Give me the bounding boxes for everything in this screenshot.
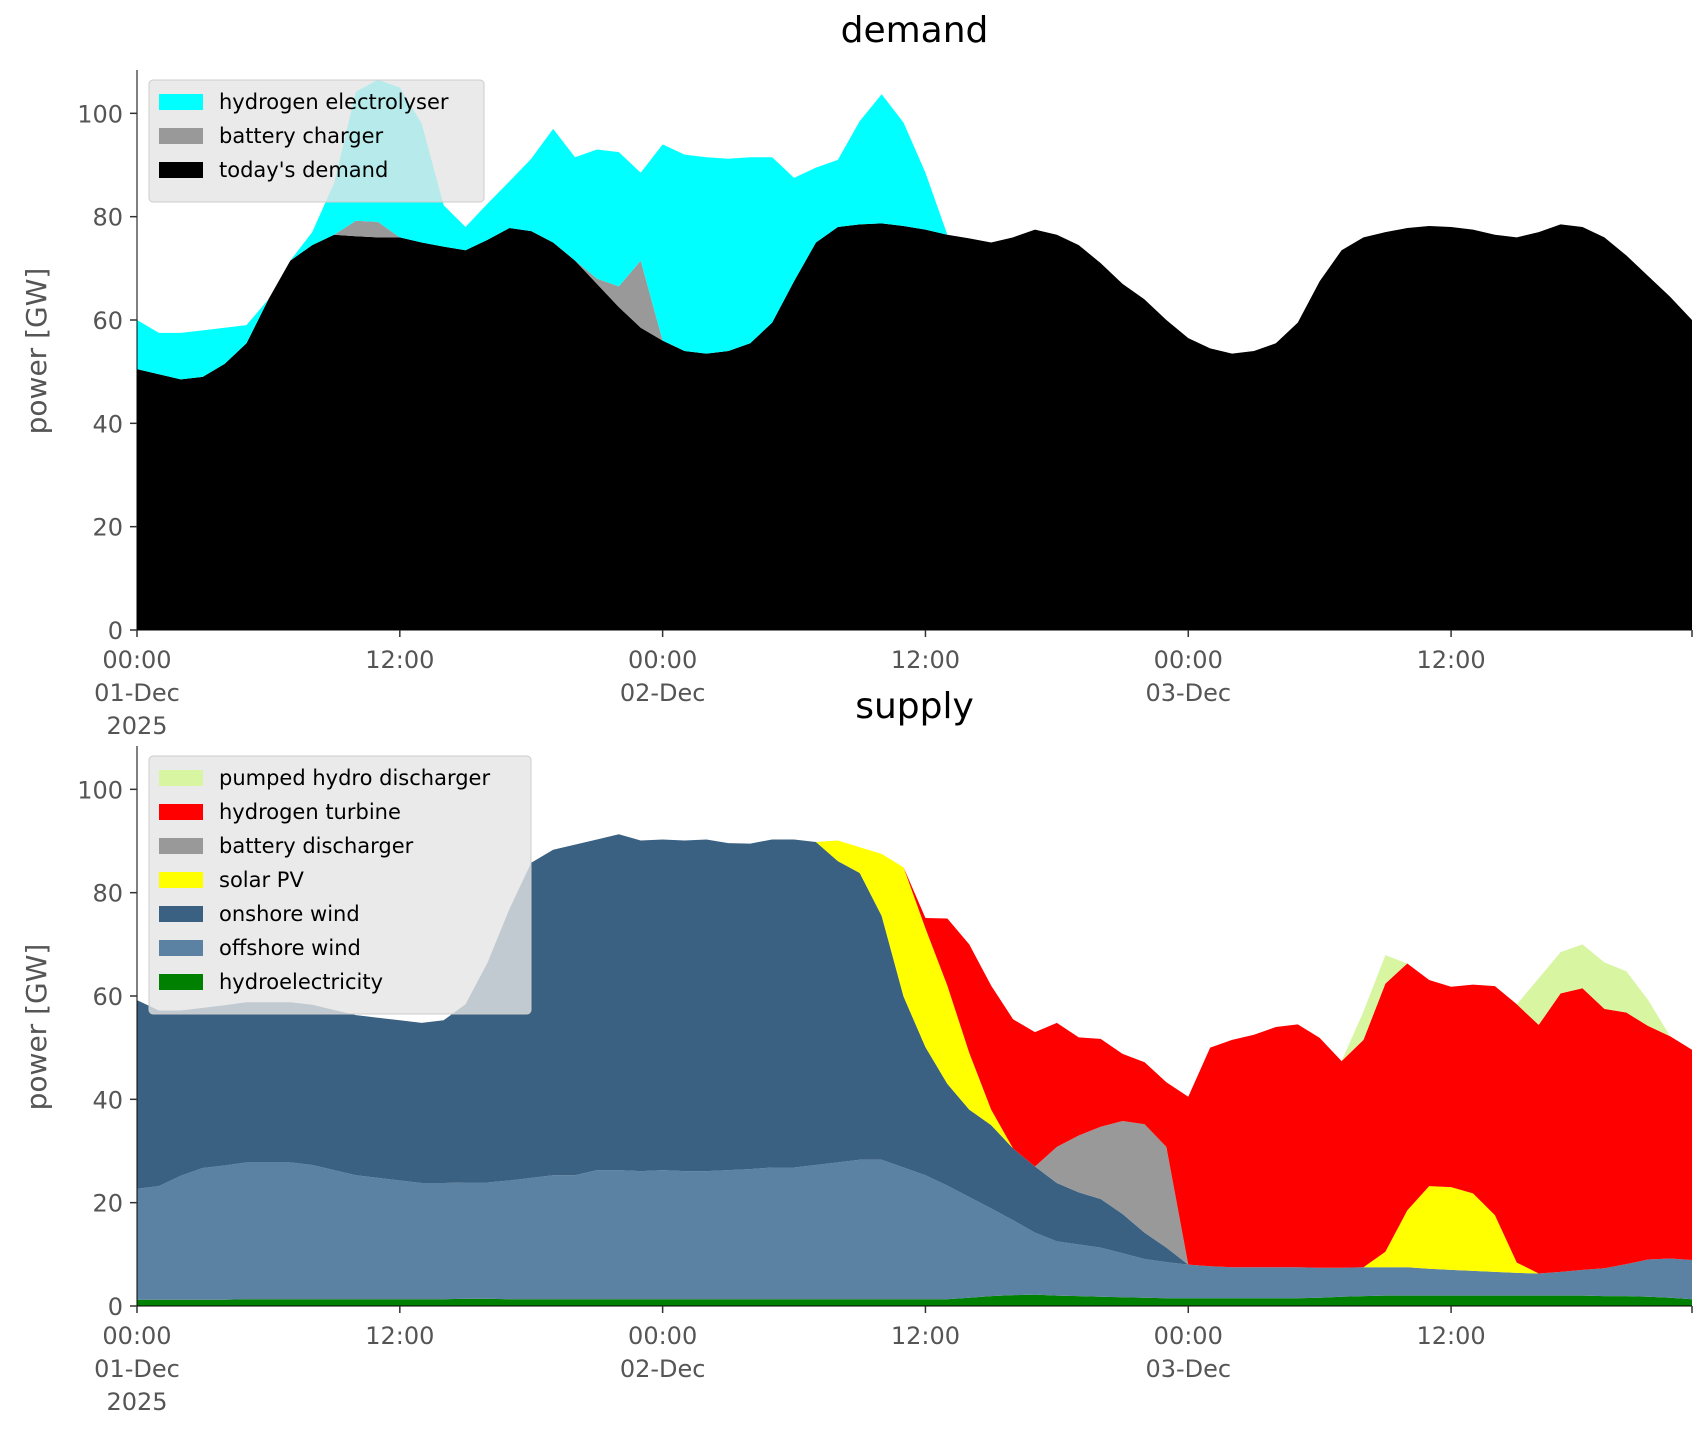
demand-y-label: power [GW] <box>20 268 53 435</box>
x-tick-label: 12:00 <box>1416 646 1485 674</box>
y-tick-label: 60 <box>92 983 123 1011</box>
legend-swatch <box>159 94 203 110</box>
supply-title: supply <box>855 686 974 727</box>
legend-swatch <box>159 128 203 144</box>
area-hydroelectricity <box>137 1294 1692 1306</box>
legend-label: today's demand <box>219 158 388 182</box>
supply-y-label: power [GW] <box>20 944 53 1111</box>
y-tick-label: 80 <box>92 880 123 908</box>
x-tick-label: 12:00 <box>365 1322 434 1350</box>
legend-label: battery discharger <box>219 834 414 858</box>
legend-swatch <box>159 804 203 820</box>
legend-label: pumped hydro discharger <box>219 766 490 790</box>
legend-swatch <box>159 906 203 922</box>
demand-panel: demand 0 20 40 60 80 100 power [GW] 00:00 01-Dec 2… <box>20 10 1693 740</box>
x-tick-label: 00:00 <box>102 1322 171 1350</box>
x-tick-label: 01-Dec <box>94 1355 180 1383</box>
legend-label: hydroelectricity <box>219 970 383 994</box>
y-tick-label: 0 <box>108 617 123 645</box>
legend-swatch <box>159 838 203 854</box>
area-hydrogen-turbine <box>137 834 1692 1274</box>
legend-swatch <box>159 940 203 956</box>
y-tick-label: 0 <box>108 1293 123 1321</box>
supply-panel: supply 0 20 40 60 80 100 power [GW] 00:00 01-Dec 2… <box>20 686 1693 1416</box>
y-tick-label: 60 <box>92 307 123 335</box>
x-tick-label: 00:00 <box>628 1322 697 1350</box>
x-tick-label: 02-Dec <box>620 679 706 707</box>
area-offshore-wind <box>137 1159 1692 1300</box>
x-tick-label: 00:00 <box>1154 1322 1223 1350</box>
y-tick-label: 40 <box>92 410 123 438</box>
x-tick-label: 02-Dec <box>620 1355 706 1383</box>
legend-label: hydrogen turbine <box>219 800 401 824</box>
y-tick-label: 80 <box>92 204 123 232</box>
y-tick-label: 20 <box>92 1190 123 1218</box>
legend-swatch <box>159 162 203 178</box>
demand-legend <box>148 79 485 203</box>
y-tick-label: 100 <box>77 776 123 804</box>
legend-label: solar PV <box>219 868 304 892</box>
x-tick-label: 00:00 <box>628 646 697 674</box>
area-solar-PV <box>137 834 1692 1274</box>
x-tick-label: 12:00 <box>365 646 434 674</box>
y-tick-label: 100 <box>77 100 123 128</box>
legend-label: hydrogen electrolyser <box>219 90 449 114</box>
x-tick-label: 03-Dec <box>1145 679 1231 707</box>
x-tick-label: 00:00 <box>1154 646 1223 674</box>
y-tick-label: 20 <box>92 514 123 542</box>
demand-title: demand <box>841 10 989 51</box>
x-tick-label: 00:00 <box>102 646 171 674</box>
x-tick-label: 12:00 <box>1416 1322 1485 1350</box>
supply-legend <box>148 755 532 1015</box>
area-today-s-demand <box>137 223 1692 630</box>
area-hydrogen-electrolyser <box>137 79 1692 380</box>
legend-label: battery charger <box>219 124 384 148</box>
x-tick-label: 12:00 <box>891 1322 960 1350</box>
x-tick-label: 2025 <box>106 712 167 740</box>
legend-label: offshore wind <box>219 936 361 960</box>
x-tick-label: 12:00 <box>891 646 960 674</box>
legend-swatch <box>159 872 203 888</box>
legend-swatch <box>159 974 203 990</box>
legend-swatch <box>159 770 203 786</box>
x-tick-label: 03-Dec <box>1145 1355 1231 1383</box>
x-tick-label: 01-Dec <box>94 679 180 707</box>
legend-label: onshore wind <box>219 902 360 926</box>
x-tick-label: 2025 <box>106 1388 167 1416</box>
y-tick-label: 40 <box>92 1086 123 1114</box>
